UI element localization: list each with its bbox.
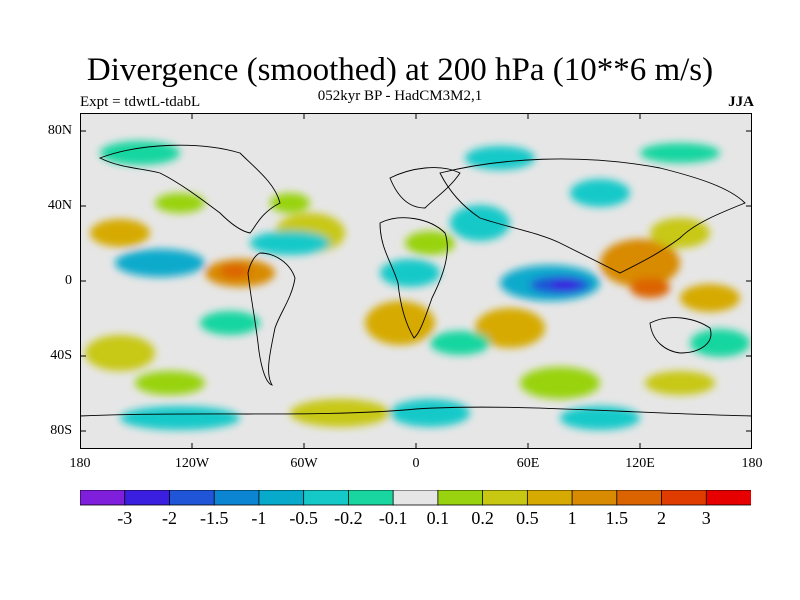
lat-label-40s: 40S: [50, 348, 72, 363]
colorbar-label: 0.2: [471, 508, 494, 528]
lon-label-60w: 60W: [290, 456, 318, 471]
chart-subtitle: 052kyr BP - HadCM3M2,1: [317, 88, 483, 104]
lat-label-80s: 80S: [50, 423, 72, 438]
colorbar-swatch: [213, 490, 260, 506]
colorbar-swatch: [169, 490, 216, 506]
lat-label-0: 0: [65, 273, 72, 288]
lon-label-120w: 120W: [174, 456, 210, 471]
colorbar-label: -1: [251, 508, 267, 528]
colorbar-label: -0.1: [378, 508, 408, 528]
lon-ticks: [191, 113, 641, 449]
colorbar-swatch: [571, 490, 618, 506]
colorbar-swatch: [526, 490, 573, 506]
divergence-map: [80, 113, 752, 449]
chart-title: Divergence (smoothed) at 200 hPa (10**6 …: [86, 52, 714, 88]
colorbar-label: -0.5: [289, 508, 318, 528]
colorbar-label: -3: [117, 508, 133, 528]
lon-label-180-east: 180: [741, 456, 763, 471]
colorbar-swatch: [482, 490, 529, 506]
lon-label-120e: 120E: [625, 456, 655, 471]
lat-label-40n: 40N: [47, 198, 72, 213]
colorbar-label: 1: [567, 508, 577, 528]
divergence-field: [85, 141, 750, 430]
colorbar-label: 2: [657, 508, 667, 528]
lat-label-80n: 80N: [47, 123, 72, 138]
colorbar-swatch: [258, 490, 305, 506]
colorbar-label: 0.1: [426, 508, 450, 528]
lon-label-180-west: 180: [69, 456, 91, 471]
colorbar-label: -0.2: [334, 508, 363, 528]
colorbar-swatch: [80, 490, 126, 506]
colorbar-label: -1.5: [199, 508, 229, 528]
colorbar-swatch: [661, 490, 708, 506]
colorbar-swatch: [303, 490, 350, 506]
colorbar-swatch: [347, 490, 395, 506]
lon-label-0: 0: [412, 456, 420, 471]
lat-ticks: [80, 130, 752, 432]
colorbar-swatch: [437, 490, 484, 506]
colorbar-label: -2: [161, 508, 177, 528]
colorbar-swatch: [705, 490, 751, 506]
colorbar-swatch: [392, 490, 439, 506]
colorbar-swatch: [124, 490, 171, 506]
colorbar-label: 0.5: [516, 508, 539, 528]
colorbar-swatch: [616, 490, 663, 506]
coastlines: [80, 144, 752, 417]
season-label: JJA: [728, 94, 754, 110]
experiment-label: Expt = tdwtL-tdabL: [80, 94, 201, 110]
colorbar: [80, 490, 751, 506]
colorbar-label: 1.5: [605, 508, 629, 528]
colorbar-label: 3: [701, 508, 711, 528]
lon-label-60e: 60E: [516, 456, 540, 471]
